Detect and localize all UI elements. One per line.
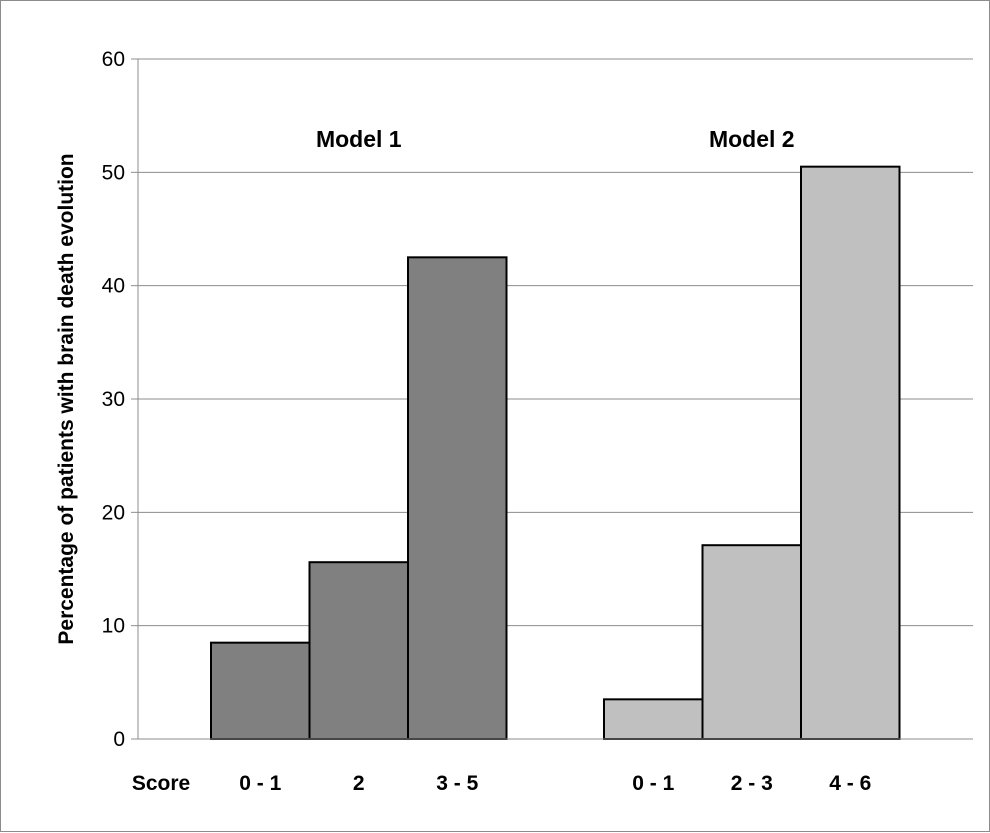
category-label: 0 - 1 <box>239 772 281 795</box>
bar <box>800 165 901 740</box>
bar <box>603 698 704 740</box>
y-axis-title: Percentage of patients with brain death … <box>55 153 78 644</box>
y-tick-label: 40 <box>102 275 125 298</box>
bar <box>701 544 802 741</box>
y-tick-label: 50 <box>102 161 125 184</box>
bar <box>210 641 311 741</box>
y-tick-label: 60 <box>102 48 125 71</box>
category-labels: 0 - 1 2 3 - 5 0 - 1 2 - 3 4 - 6 <box>239 772 871 795</box>
y-tick-label: 20 <box>102 501 125 524</box>
category-label: 3 - 5 <box>436 772 478 795</box>
group-label: Model 1 <box>316 126 402 152</box>
y-tick-labels: 0 10 20 30 40 50 60 <box>102 48 138 751</box>
category-label: 2 <box>353 772 365 795</box>
y-tick-label: 0 <box>113 728 125 751</box>
bar <box>308 561 409 741</box>
group-labels: Model 1 Model 2 <box>316 126 795 152</box>
group-label: Model 2 <box>709 126 795 152</box>
bar <box>407 256 508 740</box>
category-label: 4 - 6 <box>829 772 871 795</box>
y-tick-label: 30 <box>102 388 125 411</box>
x-axis-title: Score <box>132 772 190 795</box>
y-tick-label: 10 <box>102 615 125 638</box>
category-label: 0 - 1 <box>632 772 674 795</box>
category-label: 2 - 3 <box>731 772 773 795</box>
bars <box>210 165 901 741</box>
